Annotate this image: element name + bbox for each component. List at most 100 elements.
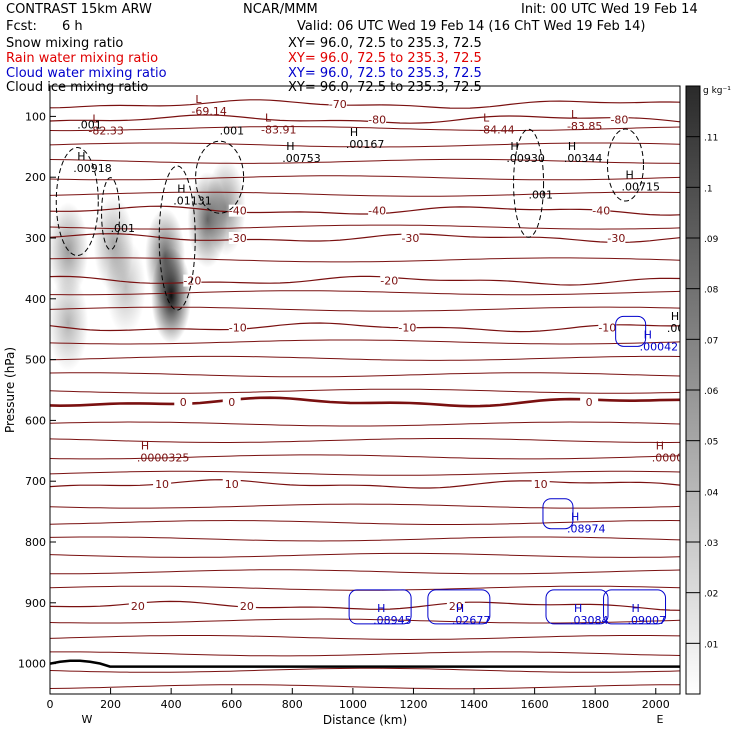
y-tick-label: 1000 [18,658,46,671]
isotherm-label: -40 [229,205,247,218]
isotherm-label-bg [183,274,202,287]
x-tick-label: 2000 [642,698,670,711]
ice-contour-label: .001 [77,119,102,132]
y-tick-label: 600 [25,414,46,427]
ice-maximum-marker: H [350,126,358,139]
isotherm-line [50,224,680,230]
isotherm-line [50,233,680,244]
isotherm-line [50,651,680,657]
isotherm-label: 10 [225,478,239,491]
isotherm-line [50,339,680,345]
temp-extremum-marker: H [141,440,149,453]
snow-shading-blob [50,275,89,372]
ice-contour [606,128,644,202]
surface-pressure-line [50,659,680,668]
isotherm-label-bg [228,321,247,334]
isotherm-line [50,257,680,263]
isotherm-label: 0 [180,396,187,409]
snow-shading-blob [105,238,146,335]
isotherm-line [50,99,680,109]
cloud-water-contour [427,589,491,625]
isotherm-line [50,470,680,476]
ice-maximum-value: .00753 [282,152,321,165]
isotherm-label: -20 [380,275,398,288]
x-end-label-west: W [82,713,93,726]
colorbar-label: .09 [704,235,719,245]
isotherm-label: -70 [329,98,347,111]
isotherm-line [50,438,680,443]
ice-maximum-value: .00930 [506,152,545,165]
isotherm-line [50,536,680,542]
x-axis-label: Distance (km) [323,713,407,727]
x-tick-label: 400 [161,698,182,711]
isotherm-line [50,600,680,611]
ice-maximum-value: .01131 [173,194,212,207]
isotherm-label-bg [401,232,420,244]
legend-snow-xy: XY= 96.0, 72.5 to 235.3, 72.5 [288,36,482,51]
isotherm-line [50,388,680,394]
ice-contour-label: .001 [529,188,554,201]
isotherm-label: -10 [229,321,247,334]
temp-extremum-value: -83.85 [567,120,602,133]
snow-shading-blob [50,202,89,299]
y-tick-label: 700 [25,475,46,488]
init-time: Init: 00 UTC Wed 19 Feb 14 [521,2,698,17]
cloud-water-value: .03084 [570,614,609,627]
colorbar-label: .01 [704,640,718,650]
isotherm-line [50,519,680,525]
isotherm-label-bg [598,321,617,334]
cloud-water-marker: H [574,602,582,615]
ice-maximum-value: .00715 [621,180,660,193]
legend-rain-xy: XY= 96.0, 72.5 to 235.3, 72.5 [288,51,482,66]
isotherm-label-bg [174,396,193,409]
isotherm-label-bg [368,113,387,126]
isotherm-line [50,158,680,164]
isotherm-label-bg [237,599,256,612]
plot-frame [49,85,681,695]
ice-maximum-marker: H [671,310,679,323]
ice-maximum-marker: H [286,140,294,153]
isotherm-label: -80 [610,113,628,126]
ice-maximum-marker: H [625,168,633,181]
cloud-water-value: .00042 [640,340,679,353]
temp-extremum-marker: L [92,112,99,125]
isotherm-line [50,306,680,312]
isotherm-label: -30 [401,232,419,245]
isotherm-label-bg [610,113,629,126]
x-tick-label: 1400 [460,698,488,711]
isotherm-line [50,126,680,132]
temp-extremum-value: -82.33 [88,124,123,137]
source-label: NCAR/MMM [243,2,318,17]
isotherm-label-bg [222,478,241,491]
ice-contour [55,147,99,257]
cloud-water-contour [348,589,412,625]
isotherm-label: -30 [229,232,247,245]
isotherm-line [50,618,680,624]
colorbar-label: .11 [704,134,718,144]
x-tick-label: 1000 [339,698,367,711]
isotherm-label-bg [531,478,550,491]
isotherm-label: -30 [607,232,625,245]
isotherm-label: -10 [398,321,416,334]
ice-maximum-marker: H [568,140,576,153]
isotherm-label: 0 [228,396,235,409]
isotherm-label: 20 [449,600,463,613]
isotherm-label: 20 [240,600,254,613]
isotherm-line [50,290,680,296]
temp-extremum-value: -83.91 [261,123,296,136]
y-tick-label: 500 [25,354,46,367]
legend-ice-xy: XY= 96.0, 72.5 to 235.3, 72.5 [288,80,482,95]
isotherm-label: -20 [183,275,201,288]
isotherm-line [50,114,680,124]
temp-extremum-value: -84.44 [479,123,514,136]
ice-maximum-value: .00167 [346,138,385,151]
colorbar-label: .05 [704,438,718,448]
temp-extremum-value: .0000325 [137,452,190,465]
isotherm-line [50,275,680,286]
isotherm-line [50,684,680,690]
legend-snow-name: Snow mixing ratio [6,36,124,51]
isotherm-label-bg [128,599,147,612]
isotherm-label-bg [368,204,387,217]
cloud-water-contour [542,498,574,530]
legend-cloud-xy: XY= 96.0, 72.5 to 235.3, 72.5 [288,66,482,81]
